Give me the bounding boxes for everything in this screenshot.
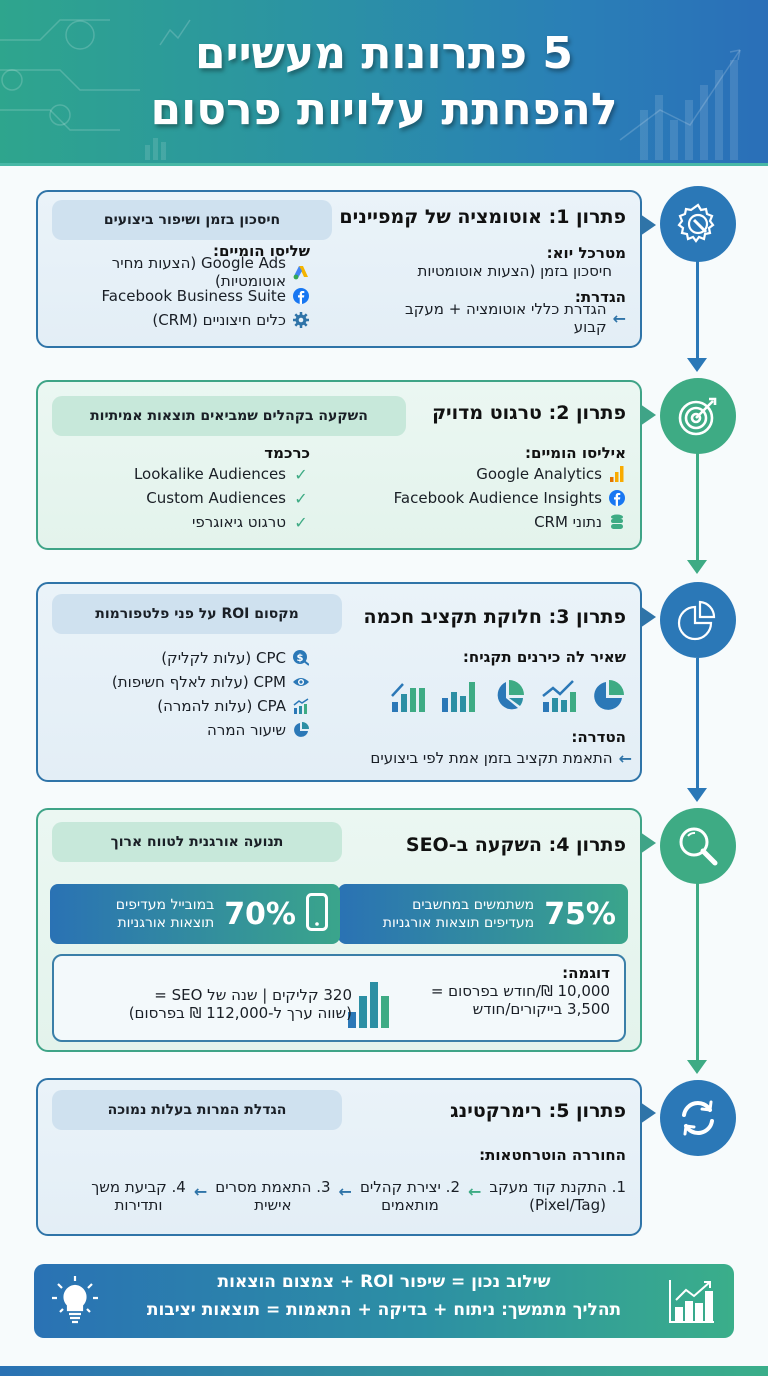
google-analytics-icon [608, 465, 626, 483]
magnifier-icon [660, 808, 736, 884]
arrow-down-icon [687, 788, 707, 802]
arrow-left-icon: ← [612, 308, 626, 328]
stat-card-mobile: 70% במובייל מעדיפים תוצאות אורגניות [50, 884, 340, 944]
right-column: שאיר לה כירנים תקגיח: הטדרה: ← התאמת תקצי… [366, 648, 632, 770]
pie-icon [594, 680, 624, 710]
remarketing-steps: 1. התקנת קוד מעקב (Pixel/Tag) ← 2. יצירת … [52, 1178, 626, 1214]
gear-wrench-icon [660, 186, 736, 262]
growth-chart-icon [669, 1280, 714, 1323]
circuit-chart-decoration-icon [0, 19, 741, 160]
arrow-left-icon: ← [193, 1182, 208, 1201]
solution-title: פתרון 3: חלוקת תקציב חכמה [363, 606, 626, 628]
connector-line [696, 658, 699, 790]
left-column: כרכמד ✓ Lookalike Audiences ✓ Custom Audie… [133, 444, 310, 532]
pie-chart-icon [660, 582, 736, 658]
facebook-icon [292, 287, 310, 305]
solution-title: פתרון 2: טרגוט מדויק [432, 402, 626, 424]
connector-line [696, 260, 699, 360]
target-icon [660, 378, 736, 454]
solution-tagline: השקעה בקהלים שמביאים תוצאות אמיתיות [52, 396, 406, 436]
example-left: 320 קליקים | שנה של SEO = (שווה ערך ל-11… [128, 986, 352, 1022]
card-pointer [640, 404, 656, 426]
solution-tagline: חיסכון בזמן ושיפור ביצועים [52, 200, 332, 240]
mobile-phone-icon [306, 893, 328, 935]
example-right: דוגמה: 10,000 ₪/חודש בפרסום = 3,500 בייק… [430, 964, 610, 1018]
eye-icon [292, 673, 310, 691]
seo-example-box: דוגמה: 10,000 ₪/חודש בפרסום = 3,500 בייק… [52, 954, 626, 1042]
arrow-left-icon: ← [618, 748, 632, 768]
growth-bar-icon [391, 683, 425, 712]
pie-icon [292, 721, 310, 739]
summary-line-1: שילוב נכון = שיפור ROI + צמצום הוצאות [217, 1272, 551, 1292]
facebook-icon [608, 489, 626, 507]
google-ads-icon [292, 263, 310, 281]
lightbulb-icon [52, 1276, 98, 1324]
solution-tagline: תנועה אורגנית לטווח ארוך [52, 822, 342, 862]
solution-title: פתרון 1: אוטומציה של קמפיינים [339, 206, 626, 228]
svg-text:$: $ [297, 653, 304, 664]
card-pointer [640, 832, 656, 854]
database-icon [608, 513, 626, 531]
stat-card-desktop: 75% משתמשים במחשבים מעדיפים תוצאות אורגני… [338, 884, 628, 944]
left-column: שליסו הומיים: Google Ads (הצעות מחיר אוט… [101, 242, 310, 329]
bar-chart-icon [348, 982, 389, 1028]
card-pointer [640, 214, 656, 236]
arrow-left-icon: ← [468, 1182, 482, 1201]
arrow-left-icon: ← [338, 1182, 352, 1201]
growth-chart-icon [542, 680, 576, 712]
card-pointer [640, 606, 656, 628]
refresh-icon [660, 1080, 736, 1156]
check-icon: ✓ [294, 512, 308, 532]
arrow-down-icon [687, 358, 707, 372]
bar-chart-icon [442, 682, 475, 712]
connector-line [696, 452, 699, 562]
left-column: $ CPC (עלות לקליק) CPM (עלות לאלף חשיפות)… [40, 646, 310, 742]
summary-banner: שילוב נכון = שיפור ROI + צמצום הוצאות תה… [34, 1264, 734, 1338]
solution-title: פתרון 5: רימרקטינג [450, 1100, 626, 1122]
solution-tagline: מקסום ROI על פני פלטפורמות [52, 594, 342, 634]
page-title: 5 פתרונות מעשיים להפחתת עלויות פרסום [150, 28, 618, 135]
solution-card-2: פתרון 2: טרגוט מדויק השקעה בקהלים שמביאי… [36, 380, 656, 550]
check-icon: ✓ [294, 488, 308, 508]
solution-tagline: הגדלת המרות בעלות נמוכה [52, 1090, 342, 1130]
right-column: מטרכל יוא: חיסכון בזמן (הצעות אוטומטיות … [405, 244, 626, 336]
card-pointer [640, 1102, 656, 1124]
arrow-down-icon [687, 560, 707, 574]
pie-icon [497, 680, 524, 710]
header-banner: 5 פתרונות מעשיים להפחתת עלויות פרסום [0, 0, 768, 166]
connector-line [696, 882, 699, 1062]
check-icon: ✓ [294, 464, 308, 484]
step-4: 4. קביעת משך ותדירות [91, 1178, 186, 1214]
solution-card-5: פתרון 5: רימרקטינג הגדלת המרות בעלות נמו… [36, 1078, 656, 1236]
step-1: 1. התקנת קוד מעקב (Pixel/Tag) [489, 1178, 626, 1214]
chart-icons-row [366, 678, 626, 714]
step-2: 2. יצירת קהלים מותאמים [359, 1178, 460, 1214]
summary-line-2: תהליך מתמשך: ניתוח + בדיקה + התאמות = תו… [146, 1300, 622, 1320]
bottom-band [0, 1366, 768, 1376]
solution-card-1: פתרון 1: אוטומציה של קמפיינים חיסכון בזמ… [36, 190, 656, 348]
solution-card-4: פתרון 4: השקעה ב-SEO תנועה אורגנית לטווח… [36, 808, 656, 1052]
solution-card-3: פתרון 3: חלוקת תקציב חכמה מקסום ROI על פ… [36, 582, 656, 782]
right-column: איליסו הומיים: Google Analytics Facebook… [393, 444, 626, 531]
growth-chart-icon [292, 697, 310, 715]
step-3: 3. התאמת מסרים אישית [215, 1178, 331, 1214]
solution-title: פתרון 4: השקעה ב-SEO [405, 834, 626, 856]
arrow-down-icon [687, 1060, 707, 1074]
dollar-click-icon: $ [292, 649, 310, 667]
gear-icon [292, 311, 310, 329]
